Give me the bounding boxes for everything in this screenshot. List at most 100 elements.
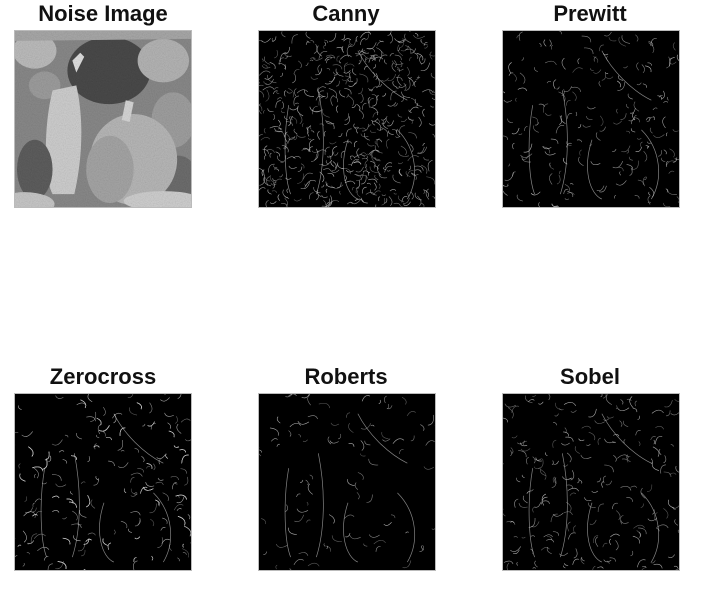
edge-stroke	[76, 402, 87, 406]
edge-stroke	[70, 491, 73, 495]
edge-stroke	[406, 411, 416, 417]
edge-stroke	[356, 492, 360, 500]
edge-stroke	[649, 127, 653, 134]
edge-stroke	[601, 73, 606, 81]
edge-stroke	[546, 80, 552, 84]
edge-stroke	[565, 142, 572, 148]
edge-stroke	[635, 147, 642, 152]
edge-stroke	[503, 184, 508, 196]
edge-stroke	[541, 493, 547, 506]
edge-contour	[357, 50, 408, 101]
edge-stroke	[589, 143, 593, 146]
edge-stroke	[310, 130, 315, 133]
edge-stroke	[299, 113, 303, 124]
edge-stroke	[629, 108, 636, 114]
edge-stroke	[559, 552, 569, 556]
edge-stroke	[378, 196, 381, 202]
edge-stroke	[599, 126, 606, 132]
edge-stroke	[18, 463, 21, 469]
edge-stroke	[411, 172, 417, 181]
edge-stroke	[382, 121, 388, 130]
edge-stroke	[414, 32, 419, 37]
edge-stroke	[358, 59, 361, 65]
edge-stroke	[376, 128, 384, 131]
edge-stroke	[293, 135, 298, 141]
edge-stroke	[301, 123, 304, 127]
edge-stroke	[432, 133, 435, 138]
edge-stroke	[317, 64, 321, 75]
peppers-photo	[15, 31, 191, 207]
edge-stroke	[162, 492, 169, 502]
edge-stroke	[519, 72, 526, 84]
edge-stroke	[187, 514, 191, 520]
edge-stroke	[55, 483, 67, 488]
edge-stroke	[344, 180, 356, 185]
edge-stroke	[539, 43, 542, 47]
edge-stroke	[161, 538, 171, 544]
edge-stroke	[284, 55, 289, 59]
edge-stroke	[373, 190, 381, 195]
edge-stroke	[57, 561, 67, 570]
edge-stroke	[390, 514, 396, 519]
edge-stroke	[269, 427, 279, 436]
edge-stroke	[281, 101, 284, 110]
edge-stroke	[409, 48, 416, 54]
edge-stroke	[283, 46, 291, 55]
edge-stroke	[306, 126, 309, 131]
edge-stroke	[274, 49, 278, 59]
edge-stroke	[593, 56, 599, 63]
edge-stroke	[615, 180, 627, 186]
edge-stroke	[370, 55, 375, 59]
edge-stroke	[673, 565, 679, 569]
edge-stroke	[570, 410, 577, 413]
edge-stroke	[658, 448, 662, 456]
edge-stroke	[397, 162, 404, 165]
edge-stroke	[433, 90, 435, 94]
edge-contour	[641, 492, 659, 563]
edge-stroke	[630, 485, 638, 488]
edge-stroke	[150, 423, 156, 430]
edge-stroke	[58, 450, 65, 453]
edge-stroke	[559, 170, 562, 175]
edge-stroke	[407, 76, 413, 79]
edge-stroke	[395, 136, 400, 138]
edge-stroke	[181, 454, 189, 464]
edge-stroke	[540, 547, 550, 551]
edge-stroke	[420, 164, 428, 174]
edge-stroke	[289, 422, 302, 427]
edge-stroke	[373, 64, 376, 69]
edge-stroke	[319, 171, 325, 183]
edge-stroke	[326, 120, 335, 130]
edge-stroke	[543, 534, 553, 538]
edge-stroke	[530, 191, 541, 196]
edge-stroke	[503, 91, 506, 94]
edge-stroke	[285, 177, 292, 180]
edge-stroke	[341, 167, 352, 175]
edge-stroke	[360, 453, 366, 457]
edge-stroke	[510, 447, 514, 454]
edge-stroke	[642, 566, 647, 568]
edge-stroke	[408, 132, 417, 139]
edge-stroke	[397, 151, 410, 157]
edge-stroke	[558, 91, 566, 102]
edge-stroke	[376, 138, 380, 148]
edge-stroke	[355, 53, 366, 58]
edge-stroke	[167, 422, 172, 429]
edge-stroke	[100, 430, 106, 437]
edge-stroke	[360, 51, 367, 62]
edge-stroke	[662, 116, 666, 129]
edge-stroke	[25, 507, 33, 514]
edge-stroke	[263, 128, 266, 134]
edge-stroke	[351, 104, 357, 108]
edge-stroke	[105, 437, 112, 441]
edge-stroke	[556, 174, 561, 185]
edge-stroke	[261, 38, 271, 43]
edge-stroke	[102, 538, 108, 546]
edge-stroke	[368, 97, 374, 108]
edge-stroke	[384, 395, 387, 404]
edge-stroke	[332, 64, 343, 70]
edge-stroke	[119, 427, 126, 436]
edge-stroke	[44, 451, 50, 461]
edge-stroke	[587, 106, 596, 110]
edge-stroke	[323, 45, 325, 50]
